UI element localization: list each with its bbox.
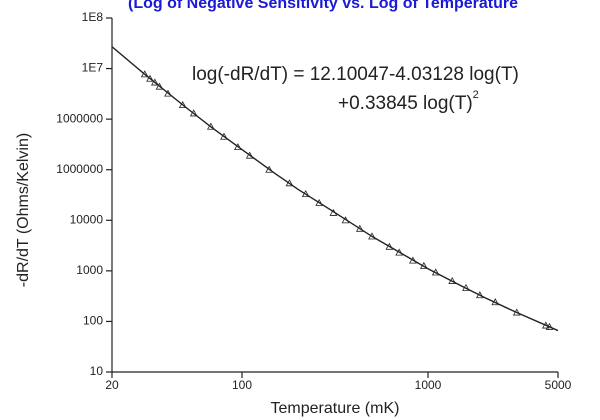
data-point — [140, 70, 149, 78]
chart-title: (Log of Negative Sensitivity vs. Log of … — [128, 0, 518, 12]
x-tick-label: 100 — [232, 378, 252, 392]
data-point — [178, 101, 187, 109]
data-point — [355, 224, 364, 232]
y-tick-label: 1000000 — [56, 162, 103, 176]
data-point — [385, 242, 394, 250]
y-tick-label: 10000 — [70, 212, 104, 226]
y-tick-label: 100 — [83, 314, 103, 328]
x-tick-label: 1000 — [415, 378, 442, 392]
data-point — [233, 143, 242, 151]
data-point — [245, 151, 254, 159]
y-tick-label: 1000000 — [56, 111, 103, 125]
y-tick-label: 1000 — [76, 263, 103, 277]
equation-line-2: +0.33845 log(T)2 — [338, 89, 479, 114]
equation-superscript: 2 — [473, 89, 479, 101]
x-tick-label: 20 — [105, 378, 119, 392]
equation-line-1: log(-dR/dT) = 12.10047-4.03128 log(T) — [192, 64, 519, 85]
data-point — [155, 82, 164, 90]
equation-text: +0.33845 log(T) — [338, 93, 473, 114]
y-tick-label: 1E8 — [82, 10, 104, 24]
data-point — [164, 89, 172, 97]
data-point — [150, 78, 159, 86]
data-point — [146, 74, 154, 82]
fit-curve — [111, 46, 559, 332]
x-axis-label: Temperature (mK) — [271, 400, 400, 417]
x-tick-label: 5000 — [545, 378, 572, 392]
data-point — [265, 165, 274, 173]
y-tick-label: 1E7 — [82, 61, 104, 75]
y-tick-label: 10 — [90, 364, 104, 378]
y-axis-label: -dR/dT (Ohms/Kelvin) — [15, 133, 32, 287]
data-point — [315, 198, 324, 206]
data-point — [220, 132, 228, 140]
